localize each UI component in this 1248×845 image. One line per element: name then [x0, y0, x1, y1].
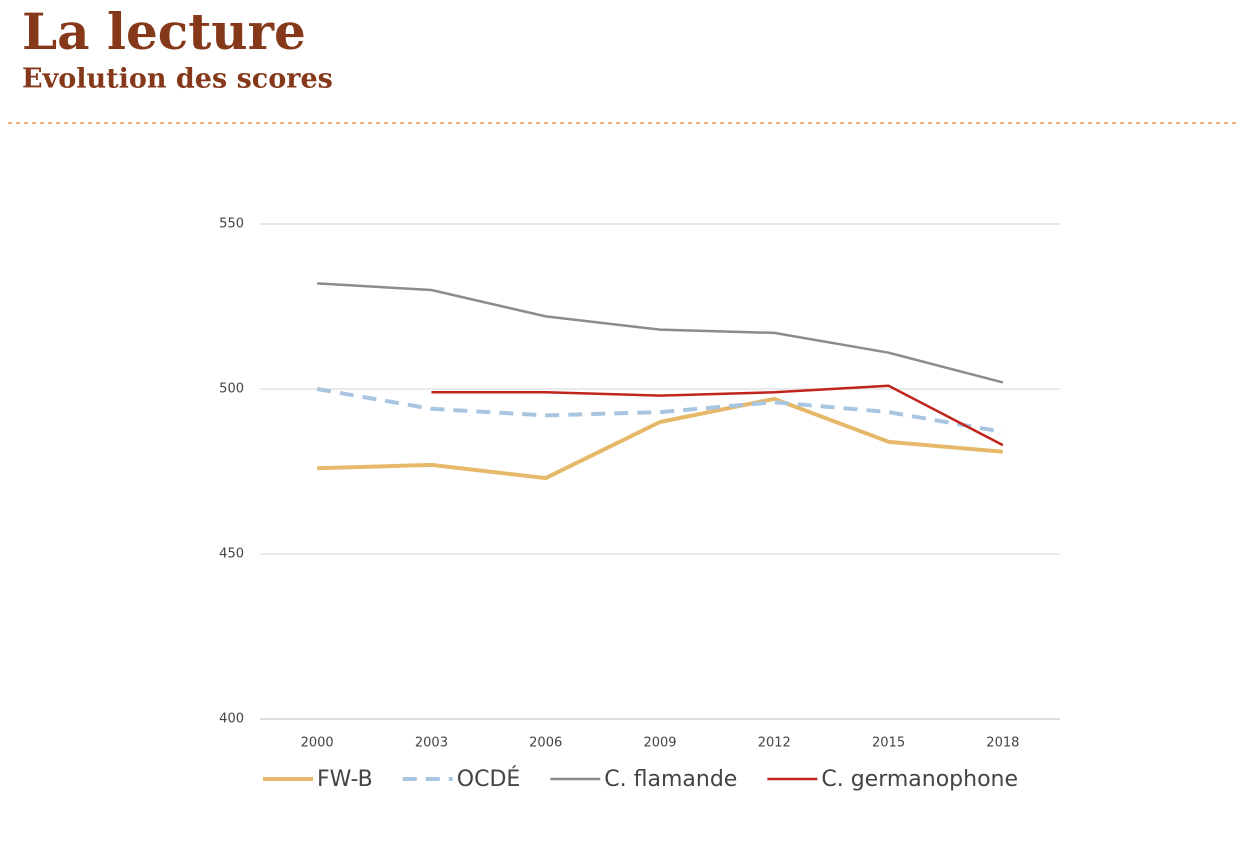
- slide-subtitle: Evolution des scores: [22, 64, 333, 95]
- x-tick-label: 2009: [643, 736, 676, 751]
- y-tick-label: 550: [219, 217, 244, 232]
- legend-label: FW-B: [317, 767, 373, 792]
- x-tick-label: 2015: [872, 736, 905, 751]
- legend-label: C. germanophone: [821, 767, 1018, 792]
- y-tick-label: 450: [219, 547, 244, 562]
- x-tick-label: 2003: [415, 736, 448, 751]
- x-tick-label: 2000: [301, 736, 334, 751]
- series-line: [316, 387, 1004, 434]
- series-line: [431, 384, 1004, 447]
- legend-label: OCDÉ: [457, 766, 521, 792]
- y-tick-label: 400: [219, 712, 244, 727]
- slide-title: La lecture: [22, 2, 306, 61]
- x-tick-label: 2006: [529, 736, 562, 751]
- x-tick-label: 2018: [986, 736, 1019, 751]
- x-tick-label: 2012: [758, 736, 791, 751]
- series-line: [317, 396, 1004, 481]
- y-tick-label: 500: [219, 382, 244, 397]
- series-line: [317, 282, 1004, 384]
- legend-label: C. flamande: [604, 767, 737, 792]
